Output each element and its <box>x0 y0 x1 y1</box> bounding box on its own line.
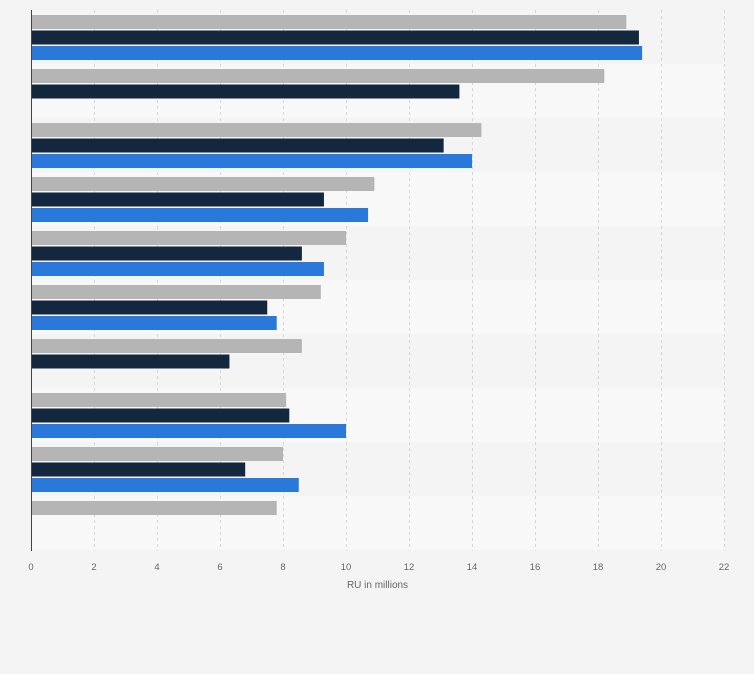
bar <box>31 84 460 99</box>
x-tick-label: 0 <box>28 562 33 573</box>
bar <box>31 154 472 168</box>
bar <box>31 424 346 438</box>
bar <box>31 231 346 245</box>
x-tick-label: 22 <box>719 562 730 573</box>
bar <box>31 123 482 137</box>
x-tick-label: 4 <box>154 562 159 573</box>
bar <box>31 285 321 299</box>
x-tick-label: 10 <box>341 562 352 573</box>
bar <box>31 354 230 369</box>
bar <box>31 177 375 191</box>
bar <box>31 208 369 222</box>
x-axis-label: RU in millions <box>347 580 408 591</box>
bar <box>31 300 268 315</box>
bar <box>31 46 643 60</box>
x-tick-label: 16 <box>530 562 541 573</box>
bar <box>31 501 277 515</box>
bar <box>31 447 283 461</box>
bar <box>31 138 444 153</box>
bar <box>31 192 324 207</box>
bar <box>31 246 302 261</box>
bar <box>31 262 324 276</box>
bar <box>31 478 299 492</box>
bar <box>31 316 277 330</box>
x-tick-label: 6 <box>217 562 222 573</box>
bar <box>31 69 605 83</box>
bar <box>31 393 287 407</box>
x-tick-label: 20 <box>656 562 667 573</box>
bar <box>31 339 302 353</box>
bar <box>31 462 246 477</box>
x-tick-label: 8 <box>280 562 285 573</box>
x-tick-label: 2 <box>91 562 96 573</box>
x-tick-label: 12 <box>404 562 415 573</box>
x-tick-label: 18 <box>593 562 604 573</box>
bar <box>31 15 627 29</box>
bar <box>31 30 639 45</box>
bar <box>31 408 290 423</box>
x-tick-label: 14 <box>467 562 478 573</box>
